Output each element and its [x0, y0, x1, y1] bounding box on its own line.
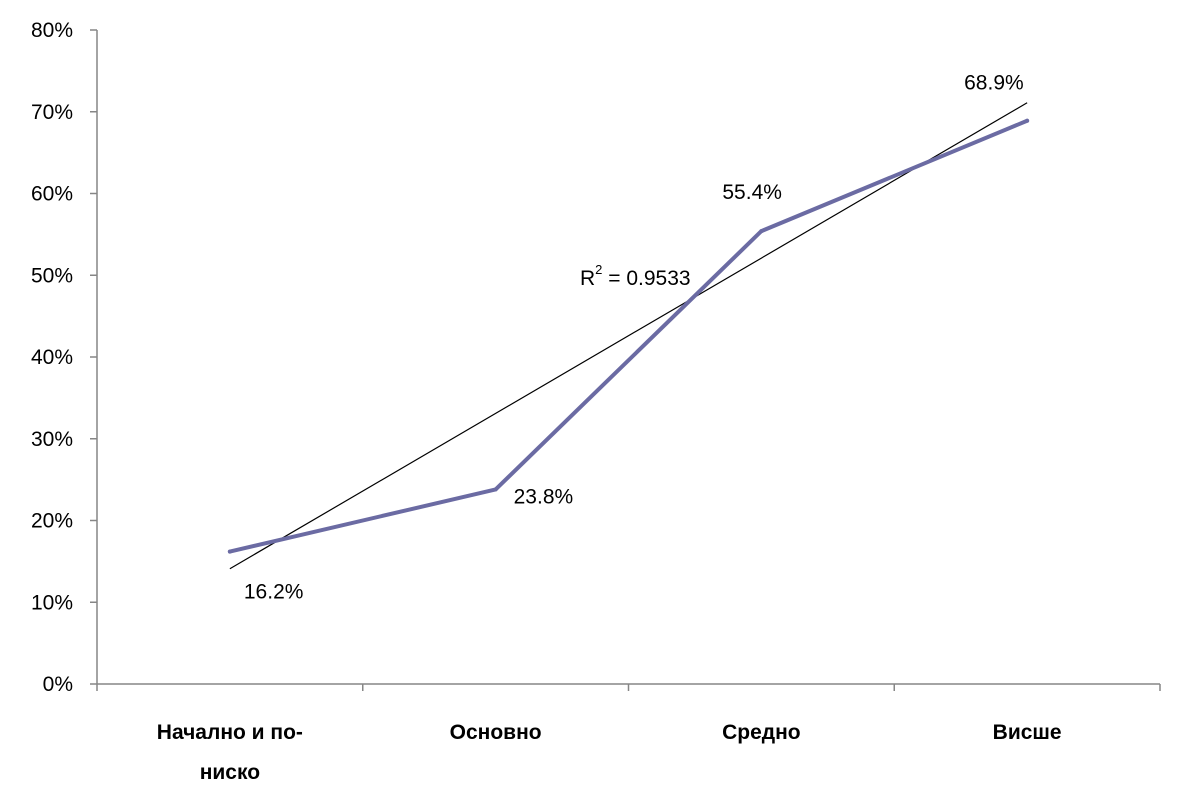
x-category-label: Средно — [722, 721, 801, 744]
y-tick-label: 80% — [31, 19, 73, 42]
data-point — [759, 229, 764, 234]
data-labels: 16.2% 23.8% 55.4% 68.9% — [244, 72, 1024, 604]
data-point — [493, 487, 498, 492]
x-category-label-line: Начално и по- — [157, 721, 303, 744]
data-label: 16.2% — [244, 581, 304, 604]
y-tick-label: 60% — [31, 183, 73, 206]
x-category-label-line: ниско — [200, 761, 260, 784]
r-squared-label: R2 = 0.9533 — [580, 262, 691, 290]
r-squared-superscript: 2 — [595, 262, 602, 277]
trendline — [229, 102, 1028, 570]
data-label: 68.9% — [964, 72, 1024, 95]
x-category-label: Основно — [450, 721, 542, 744]
trendline-group: R2 = 0.9533 — [229, 102, 1028, 570]
y-tick-label: 50% — [31, 264, 73, 287]
y-axis-ticks: 0% 10% 20% 30% 40% 50% 60% 70% 80% — [31, 19, 97, 696]
data-point — [1025, 118, 1030, 123]
x-category-label-line: Основно — [450, 721, 542, 744]
data-point — [227, 549, 232, 554]
series-group — [227, 118, 1030, 554]
y-tick-label: 0% — [43, 673, 73, 696]
data-label: 55.4% — [722, 181, 782, 204]
y-tick-label: 30% — [31, 428, 73, 451]
x-category-label: Висше — [993, 721, 1062, 744]
x-axis-ticks: Начално и по-ниско Основно Средно Висше — [96, 684, 1161, 784]
y-tick-label: 70% — [31, 101, 73, 124]
y-tick-label: 20% — [31, 510, 73, 533]
y-tick-label: 10% — [31, 591, 73, 614]
r-squared-value: = 0.9533 — [602, 267, 690, 290]
x-category-label-line: Висше — [993, 721, 1062, 744]
r-squared-prefix: R — [580, 267, 595, 290]
series-line — [227, 118, 1030, 554]
x-category-label: Начално и по-ниско — [157, 721, 303, 784]
y-tick-label: 40% — [31, 346, 73, 369]
data-label: 23.8% — [514, 485, 574, 508]
x-category-label-line: Средно — [722, 721, 801, 744]
